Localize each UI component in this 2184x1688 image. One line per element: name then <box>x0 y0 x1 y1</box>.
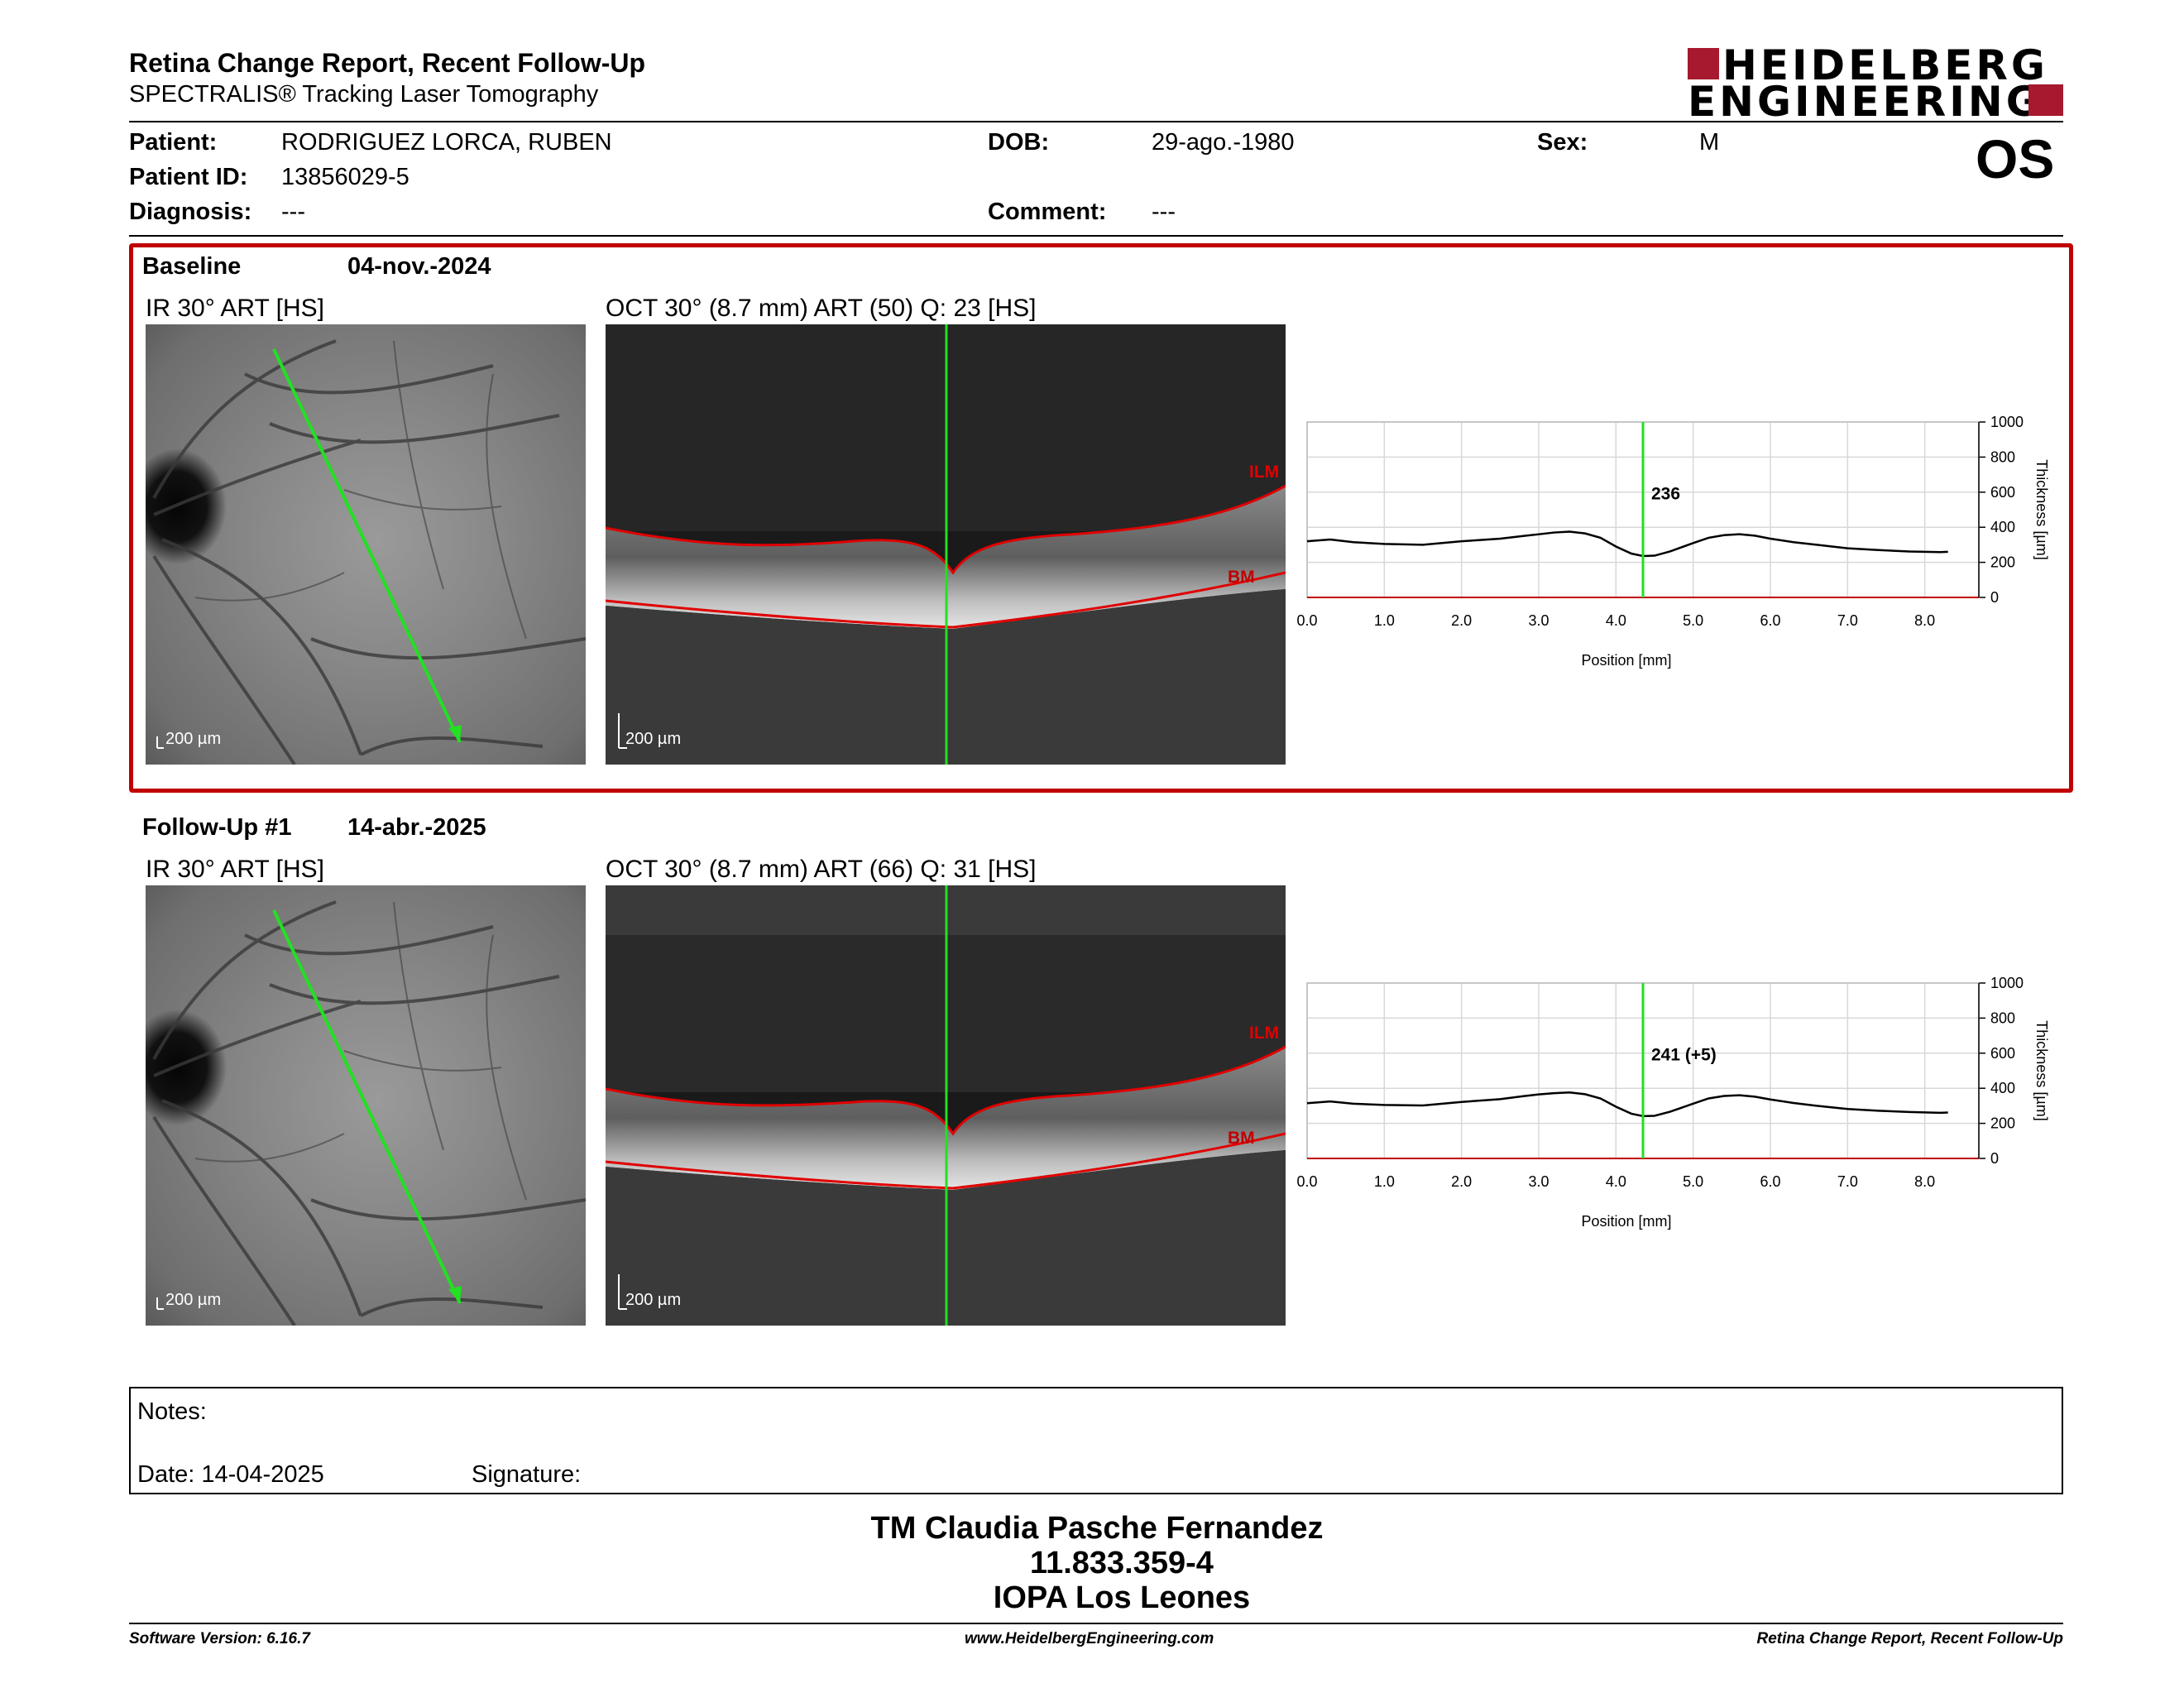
baseline-date: 04-nov.-2024 <box>347 253 491 280</box>
marker-value-label: 241 (+5) <box>1651 1045 1717 1064</box>
logo-line1: HEIDELBERG <box>1722 41 2048 89</box>
comment-label: Comment: <box>988 199 1107 225</box>
x-tick-label: 4.0 <box>1606 612 1626 629</box>
y-tick-label: 200 <box>1990 554 2015 571</box>
y-tick-label: 600 <box>1990 1045 2015 1062</box>
diagnosis-label: Diagnosis: <box>129 199 252 225</box>
footer-report-name: Retina Change Report, Recent Follow-Up <box>1756 1630 2063 1647</box>
x-tick-label: 5.0 <box>1683 1173 1703 1190</box>
signatory-id: 11.833.359-4 <box>1030 1546 1214 1580</box>
sex-label: Sex: <box>1537 129 1588 156</box>
followup-date: 14-abr.-2025 <box>347 814 486 841</box>
followup-oct-scale: 200 µm <box>625 1291 682 1309</box>
x-tick-label: 0.0 <box>1296 612 1317 629</box>
footer-divider <box>129 1623 2063 1624</box>
header-divider <box>129 121 2063 122</box>
x-tick-label: 2.0 <box>1451 612 1472 629</box>
y-tick-label: 800 <box>1990 1009 2015 1026</box>
x-tick-label: 1.0 <box>1374 1173 1395 1190</box>
sex-value: M <box>1699 129 1720 156</box>
comment-value: --- <box>1152 199 1176 225</box>
signatory-org: IOPA Los Leones <box>993 1580 1251 1615</box>
x-tick-label: 6.0 <box>1760 612 1780 629</box>
baseline-ir-image: 200 µm <box>146 324 586 765</box>
x-tick-label: 0.0 <box>1296 1173 1317 1190</box>
baseline-ilm-label: ILM <box>1249 463 1279 482</box>
y-tick-label: 600 <box>1990 484 2015 501</box>
thickness-series-line <box>1306 1091 1948 1118</box>
followup-oct-image: ILM BM 200 µm <box>606 885 1286 1326</box>
baseline-bm-label: BM <box>1228 568 1255 587</box>
y-tick-label: 0 <box>1990 1150 1999 1167</box>
patient-id-label: Patient ID: <box>129 164 248 190</box>
patient-label: Patient: <box>129 129 218 156</box>
followup-oct-title: OCT 30° (8.7 mm) ART (66) Q: 31 [HS] <box>606 856 1037 883</box>
x-tick-label: 1.0 <box>1374 612 1395 629</box>
report-subtitle: SPECTRALIS® Tracking Laser Tomography <box>129 81 599 108</box>
patient-divider <box>129 235 2063 237</box>
y-tick-label: 0 <box>1990 589 1999 606</box>
y-tick-label: 400 <box>1990 519 2015 535</box>
marker-value-label: 236 <box>1651 484 1680 503</box>
x-tick-label: 7.0 <box>1837 612 1858 629</box>
notes-box[interactable]: Notes: Date: 14-04-2025 Signature: <box>129 1387 2063 1494</box>
x-tick-label: 4.0 <box>1606 1173 1626 1190</box>
followup-bm-label: BM <box>1228 1129 1255 1148</box>
x-tick-label: 3.0 <box>1528 1173 1549 1190</box>
eye-side: OS <box>1976 128 2055 189</box>
baseline-label: Baseline <box>142 253 242 280</box>
followup-ir-title: IR 30° ART [HS] <box>146 856 324 883</box>
followup-label: Follow-Up #1 <box>142 814 292 841</box>
dob-value: 29-ago.-1980 <box>1152 129 1295 156</box>
y-tick-label: 400 <box>1990 1080 2015 1096</box>
footer-website[interactable]: www.HeidelbergEngineering.com <box>965 1630 1214 1647</box>
baseline-section <box>129 243 2073 793</box>
baseline-oct-image: ILM BM 200 µm <box>606 324 1286 765</box>
baseline-oct-scale: 200 µm <box>625 730 682 748</box>
x-tick-label: 8.0 <box>1914 1173 1935 1190</box>
x-tick-label: 6.0 <box>1760 1173 1780 1190</box>
notes-label: Notes: <box>137 1398 207 1425</box>
y-tick-label: 200 <box>1990 1115 2015 1132</box>
baseline-thickness-chart: 0.0 1.0 2.0 3.0 4.0 5.0 6.0 7.0 8.0 0 200 400 600 800… <box>1296 414 2050 669</box>
x-tick-label: 2.0 <box>1451 1173 1472 1190</box>
y-axis-label: Thickness [µm] <box>2033 1020 2050 1120</box>
report-title: Retina Change Report, Recent Follow-Up <box>129 48 646 78</box>
signature-label: Signature: <box>472 1461 582 1488</box>
thickness-series-line <box>1306 530 1948 558</box>
dob-label: DOB: <box>988 129 1050 156</box>
y-tick-label: 1000 <box>1990 414 2024 430</box>
y-axis-label: Thickness [µm] <box>2033 459 2050 559</box>
baseline-ir-title: IR 30° ART [HS] <box>146 295 324 322</box>
x-axis-label: Position [mm] <box>1581 1213 1671 1230</box>
x-tick-label: 5.0 <box>1683 612 1703 629</box>
notes-date: Date: 14-04-2025 <box>137 1461 324 1488</box>
y-tick-label: 1000 <box>1990 975 2024 991</box>
y-tick-label: 800 <box>1990 448 2015 465</box>
followup-ir-image: 200 µm <box>146 885 586 1326</box>
diagnosis-value: --- <box>281 199 305 225</box>
logo-line2: ENGINEERING <box>1688 78 2043 126</box>
followup-ir-scale: 200 µm <box>165 1291 222 1309</box>
patient-id: 13856029-5 <box>281 164 410 190</box>
followup-ilm-label: ILM <box>1249 1024 1279 1043</box>
x-tick-label: 3.0 <box>1528 612 1549 629</box>
baseline-ir-scale: 200 µm <box>165 730 222 748</box>
footer-software-version: Software Version: 6.16.7 <box>129 1630 310 1647</box>
x-tick-label: 8.0 <box>1914 612 1935 629</box>
patient-name: RODRIGUEZ LORCA, RUBEN <box>281 129 612 156</box>
signatory-name: TM Claudia Pasche Fernandez <box>870 1511 1324 1546</box>
x-axis-label: Position [mm] <box>1581 652 1671 669</box>
baseline-oct-title: OCT 30° (8.7 mm) ART (50) Q: 23 [HS] <box>606 295 1037 322</box>
x-tick-label: 7.0 <box>1837 1173 1858 1190</box>
followup-thickness-chart: 0.0 1.0 2.0 3.0 4.0 5.0 6.0 7.0 8.0 0 200 400 600 800… <box>1296 975 2050 1230</box>
